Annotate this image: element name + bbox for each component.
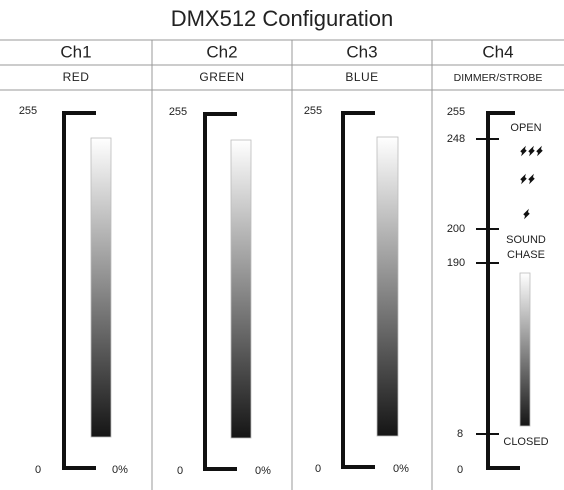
min-value: 0 [177, 465, 183, 477]
max-value: 255 [304, 105, 322, 117]
min-value: 0 [315, 463, 321, 475]
channel-name: Ch3 [346, 42, 377, 61]
level-value: 190 [447, 257, 465, 269]
percent-label: 0% [393, 463, 409, 475]
channel-label: RED [63, 70, 90, 84]
level-value: 248 [447, 133, 465, 145]
level-value: 255 [447, 106, 465, 118]
level-note: SOUND [506, 234, 546, 246]
percent-label: 0% [112, 464, 128, 476]
channel-name: Ch2 [206, 42, 237, 61]
range-bracket [203, 112, 237, 471]
range-bracket [486, 111, 520, 470]
channel-label: BLUE [345, 70, 378, 84]
range-bracket [341, 111, 375, 469]
max-value: 255 [169, 106, 187, 118]
level-value: 8 [457, 428, 463, 440]
gradient-bar [90, 137, 112, 438]
gradient-bar [519, 272, 531, 427]
level-value: 0 [457, 464, 463, 476]
gradient-bar [230, 139, 252, 439]
channel-name: Ch1 [60, 42, 91, 61]
level-value: 200 [447, 223, 465, 235]
title: DMX512 Configuration [171, 6, 394, 31]
level-note: CHASE [507, 249, 545, 261]
level-note: CLOSED [503, 436, 548, 448]
percent-label: 0% [255, 465, 271, 477]
channel-label: GREEN [199, 70, 244, 84]
channel-label: DIMMER/STROBE [454, 72, 543, 84]
range-bracket [62, 111, 96, 470]
strobe-icons [520, 145, 543, 220]
max-value: 255 [19, 105, 37, 117]
channel-name: Ch4 [482, 42, 513, 61]
gradient-bar [376, 136, 399, 437]
min-value: 0 [35, 464, 41, 476]
level-note: OPEN [510, 122, 541, 134]
